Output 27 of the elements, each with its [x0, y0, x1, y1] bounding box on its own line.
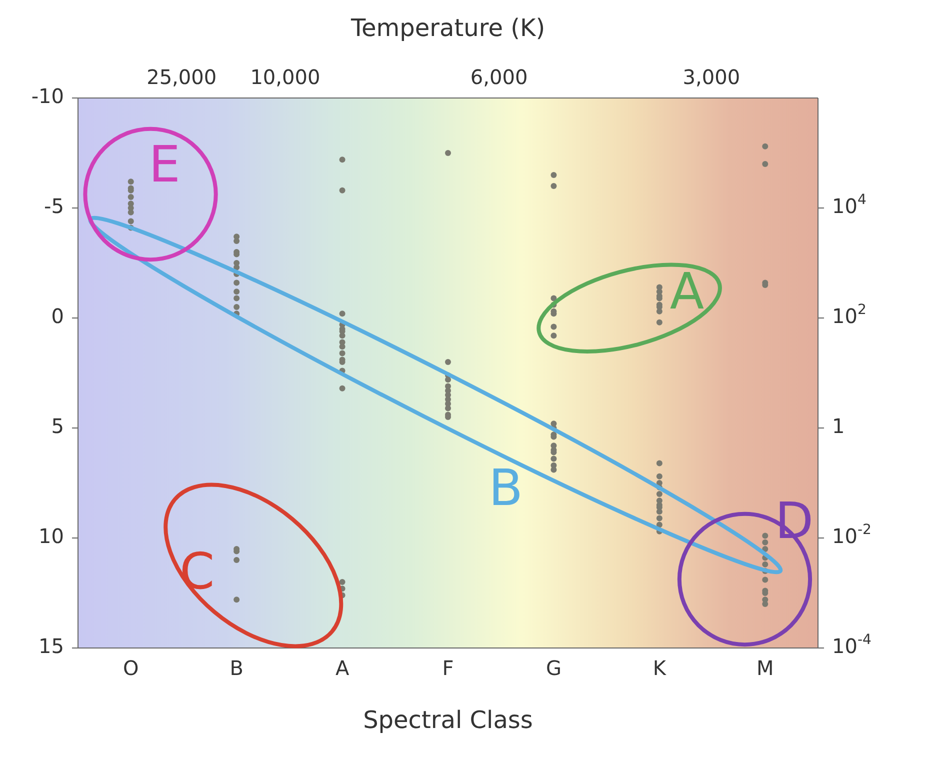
x-tick-label: F — [442, 656, 454, 680]
x-axis-title: Spectral Class — [363, 706, 533, 734]
x-tick-label: O — [122, 656, 139, 680]
annotation: B — [488, 458, 523, 517]
y2-tick-label: 10$^{4}$ — [832, 192, 866, 218]
text: 3,000 — [682, 65, 740, 89]
y2-tick-label: 10$^{-4}$ — [832, 632, 872, 658]
y-tick-label: 10 — [38, 524, 64, 548]
annotation: A — [670, 262, 704, 321]
y-tick-label: 0 — [51, 304, 64, 328]
y-tick-label: -5 — [44, 194, 64, 218]
y-tick-label: -10 — [31, 84, 64, 108]
y2-tick-label: 10$^{-2}$ — [832, 522, 872, 548]
text: 10,000 — [250, 65, 320, 89]
y-tick-label: 15 — [38, 634, 64, 658]
text: 25,000 — [146, 65, 217, 89]
x-tick-label: B — [230, 656, 244, 680]
x-tick-label: K — [652, 656, 667, 680]
y2-tick-label: 10$^{2}$ — [832, 302, 866, 328]
y-tick-label: 5 — [51, 414, 64, 438]
annotation: E — [148, 136, 180, 194]
text: Temperature (K) — [350, 14, 546, 42]
y2-tick-label: 1 — [832, 414, 845, 438]
x-tick-label: A — [335, 656, 350, 680]
x-tick-label: M — [756, 656, 774, 680]
x-tick-label: G — [546, 656, 562, 680]
text: 6,000 — [470, 65, 528, 89]
